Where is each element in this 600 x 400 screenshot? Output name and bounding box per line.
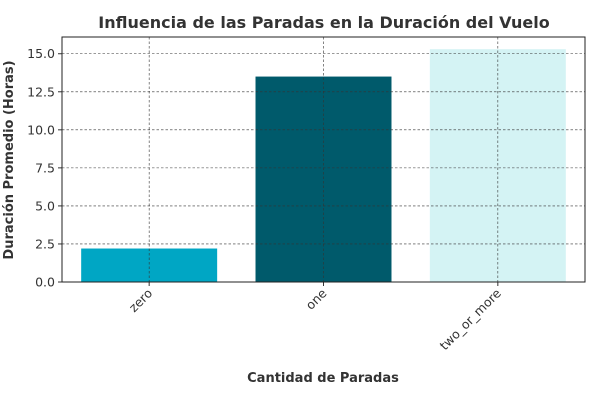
y-tick-label: 7.5 (35, 160, 55, 175)
x-tick-label: one (303, 285, 330, 312)
y-axis-label: Duración Promedio (Horas) (2, 60, 17, 259)
x-axis-label: Cantidad de Paradas (247, 371, 399, 386)
y-tick-label: 12.5 (27, 84, 55, 99)
x-tick-label: zero (126, 286, 156, 316)
y-tick-label: 5.0 (35, 198, 55, 213)
plot-frame (61, 36, 586, 283)
x-tick-label: two_or_more (436, 285, 504, 353)
plot-area: 0.0 2.5 5.0 7.5 10.0 12.5 15.0 zero one two_or_mo… (27, 36, 586, 353)
y-tick-label: 0.0 (35, 275, 55, 290)
chart-title: Influencia de las Paradas en la Duración… (98, 13, 549, 32)
y-tick-label: 10.0 (27, 122, 55, 137)
bar-one (255, 76, 392, 282)
y-tick-label: 2.5 (35, 236, 55, 251)
y-tick-label: 15.0 (27, 46, 55, 61)
